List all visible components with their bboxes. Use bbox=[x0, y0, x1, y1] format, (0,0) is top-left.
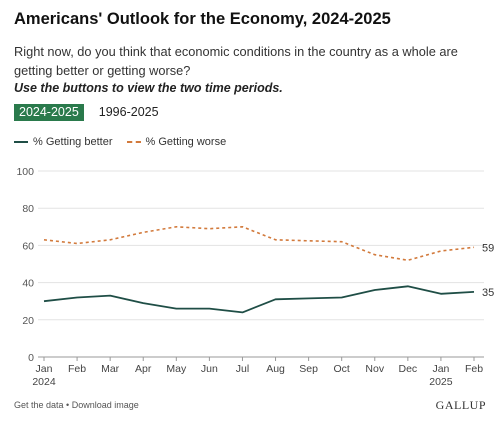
x-tick-label-2: Mar bbox=[101, 363, 120, 375]
footer-separator: • bbox=[63, 400, 72, 410]
x-tick-label-0: Jan bbox=[36, 363, 53, 375]
footer-links: Get the data • Download image bbox=[14, 400, 139, 410]
x-tick-label-6: Jul bbox=[236, 363, 249, 375]
y-tick-label-40: 40 bbox=[22, 278, 34, 290]
chart-legend: % Getting better % Getting worse bbox=[14, 136, 240, 148]
time-period-toggle: 2024-2025 1996-2025 bbox=[14, 104, 164, 121]
x-tick-label-1: Feb bbox=[68, 363, 86, 375]
legend-item-better: % Getting better bbox=[14, 136, 113, 148]
download-image-link[interactable]: Download image bbox=[71, 400, 139, 410]
period-1996-2025-button[interactable]: 1996-2025 bbox=[94, 104, 164, 121]
legend-label-better: % Getting better bbox=[33, 136, 113, 148]
legend-swatch-better bbox=[14, 141, 28, 143]
y-tick-label-60: 60 bbox=[22, 240, 34, 252]
series-line-getting-worse bbox=[43, 226, 475, 262]
x-year-label-0: 2024 bbox=[32, 376, 56, 388]
x-tick-label-5: Jun bbox=[201, 363, 218, 375]
get-data-link[interactable]: Get the data bbox=[14, 400, 64, 410]
x-year-label-12: 2025 bbox=[429, 376, 453, 388]
series-line-getting-better bbox=[43, 285, 475, 314]
x-tick-label-12: Jan bbox=[432, 363, 449, 375]
chart-subtitle: Right now, do you think that economic co… bbox=[14, 44, 458, 78]
legend-swatch-worse bbox=[126, 141, 141, 143]
chart-title: Americans' Outlook for the Economy, 2024… bbox=[14, 10, 391, 28]
x-tick-label-13: Feb bbox=[465, 363, 483, 375]
chart-instruction: Use the buttons to view the two time per… bbox=[14, 81, 283, 95]
end-label-getting-worse: 59 bbox=[482, 242, 494, 254]
y-tick-label-0: 0 bbox=[28, 352, 34, 364]
x-tick-label-7: Aug bbox=[266, 363, 285, 375]
y-tick-label-100: 100 bbox=[16, 166, 34, 178]
x-tick-label-10: Nov bbox=[365, 363, 384, 375]
x-tick-label-9: Oct bbox=[334, 363, 350, 375]
end-label-getting-better: 35 bbox=[482, 287, 494, 299]
period-2024-2025-button[interactable]: 2024-2025 bbox=[14, 104, 84, 121]
y-tick-label-20: 20 bbox=[22, 315, 34, 327]
x-tick-label-3: Apr bbox=[135, 363, 152, 375]
legend-item-worse: % Getting worse bbox=[126, 136, 227, 148]
x-tick-label-8: Sep bbox=[299, 363, 318, 375]
x-tick-label-4: May bbox=[166, 363, 187, 375]
x-tick-label-11: Dec bbox=[399, 363, 418, 375]
y-tick-label-80: 80 bbox=[22, 203, 34, 215]
legend-label-worse: % Getting worse bbox=[145, 136, 227, 148]
gallup-logo: GALLUP bbox=[435, 398, 486, 412]
